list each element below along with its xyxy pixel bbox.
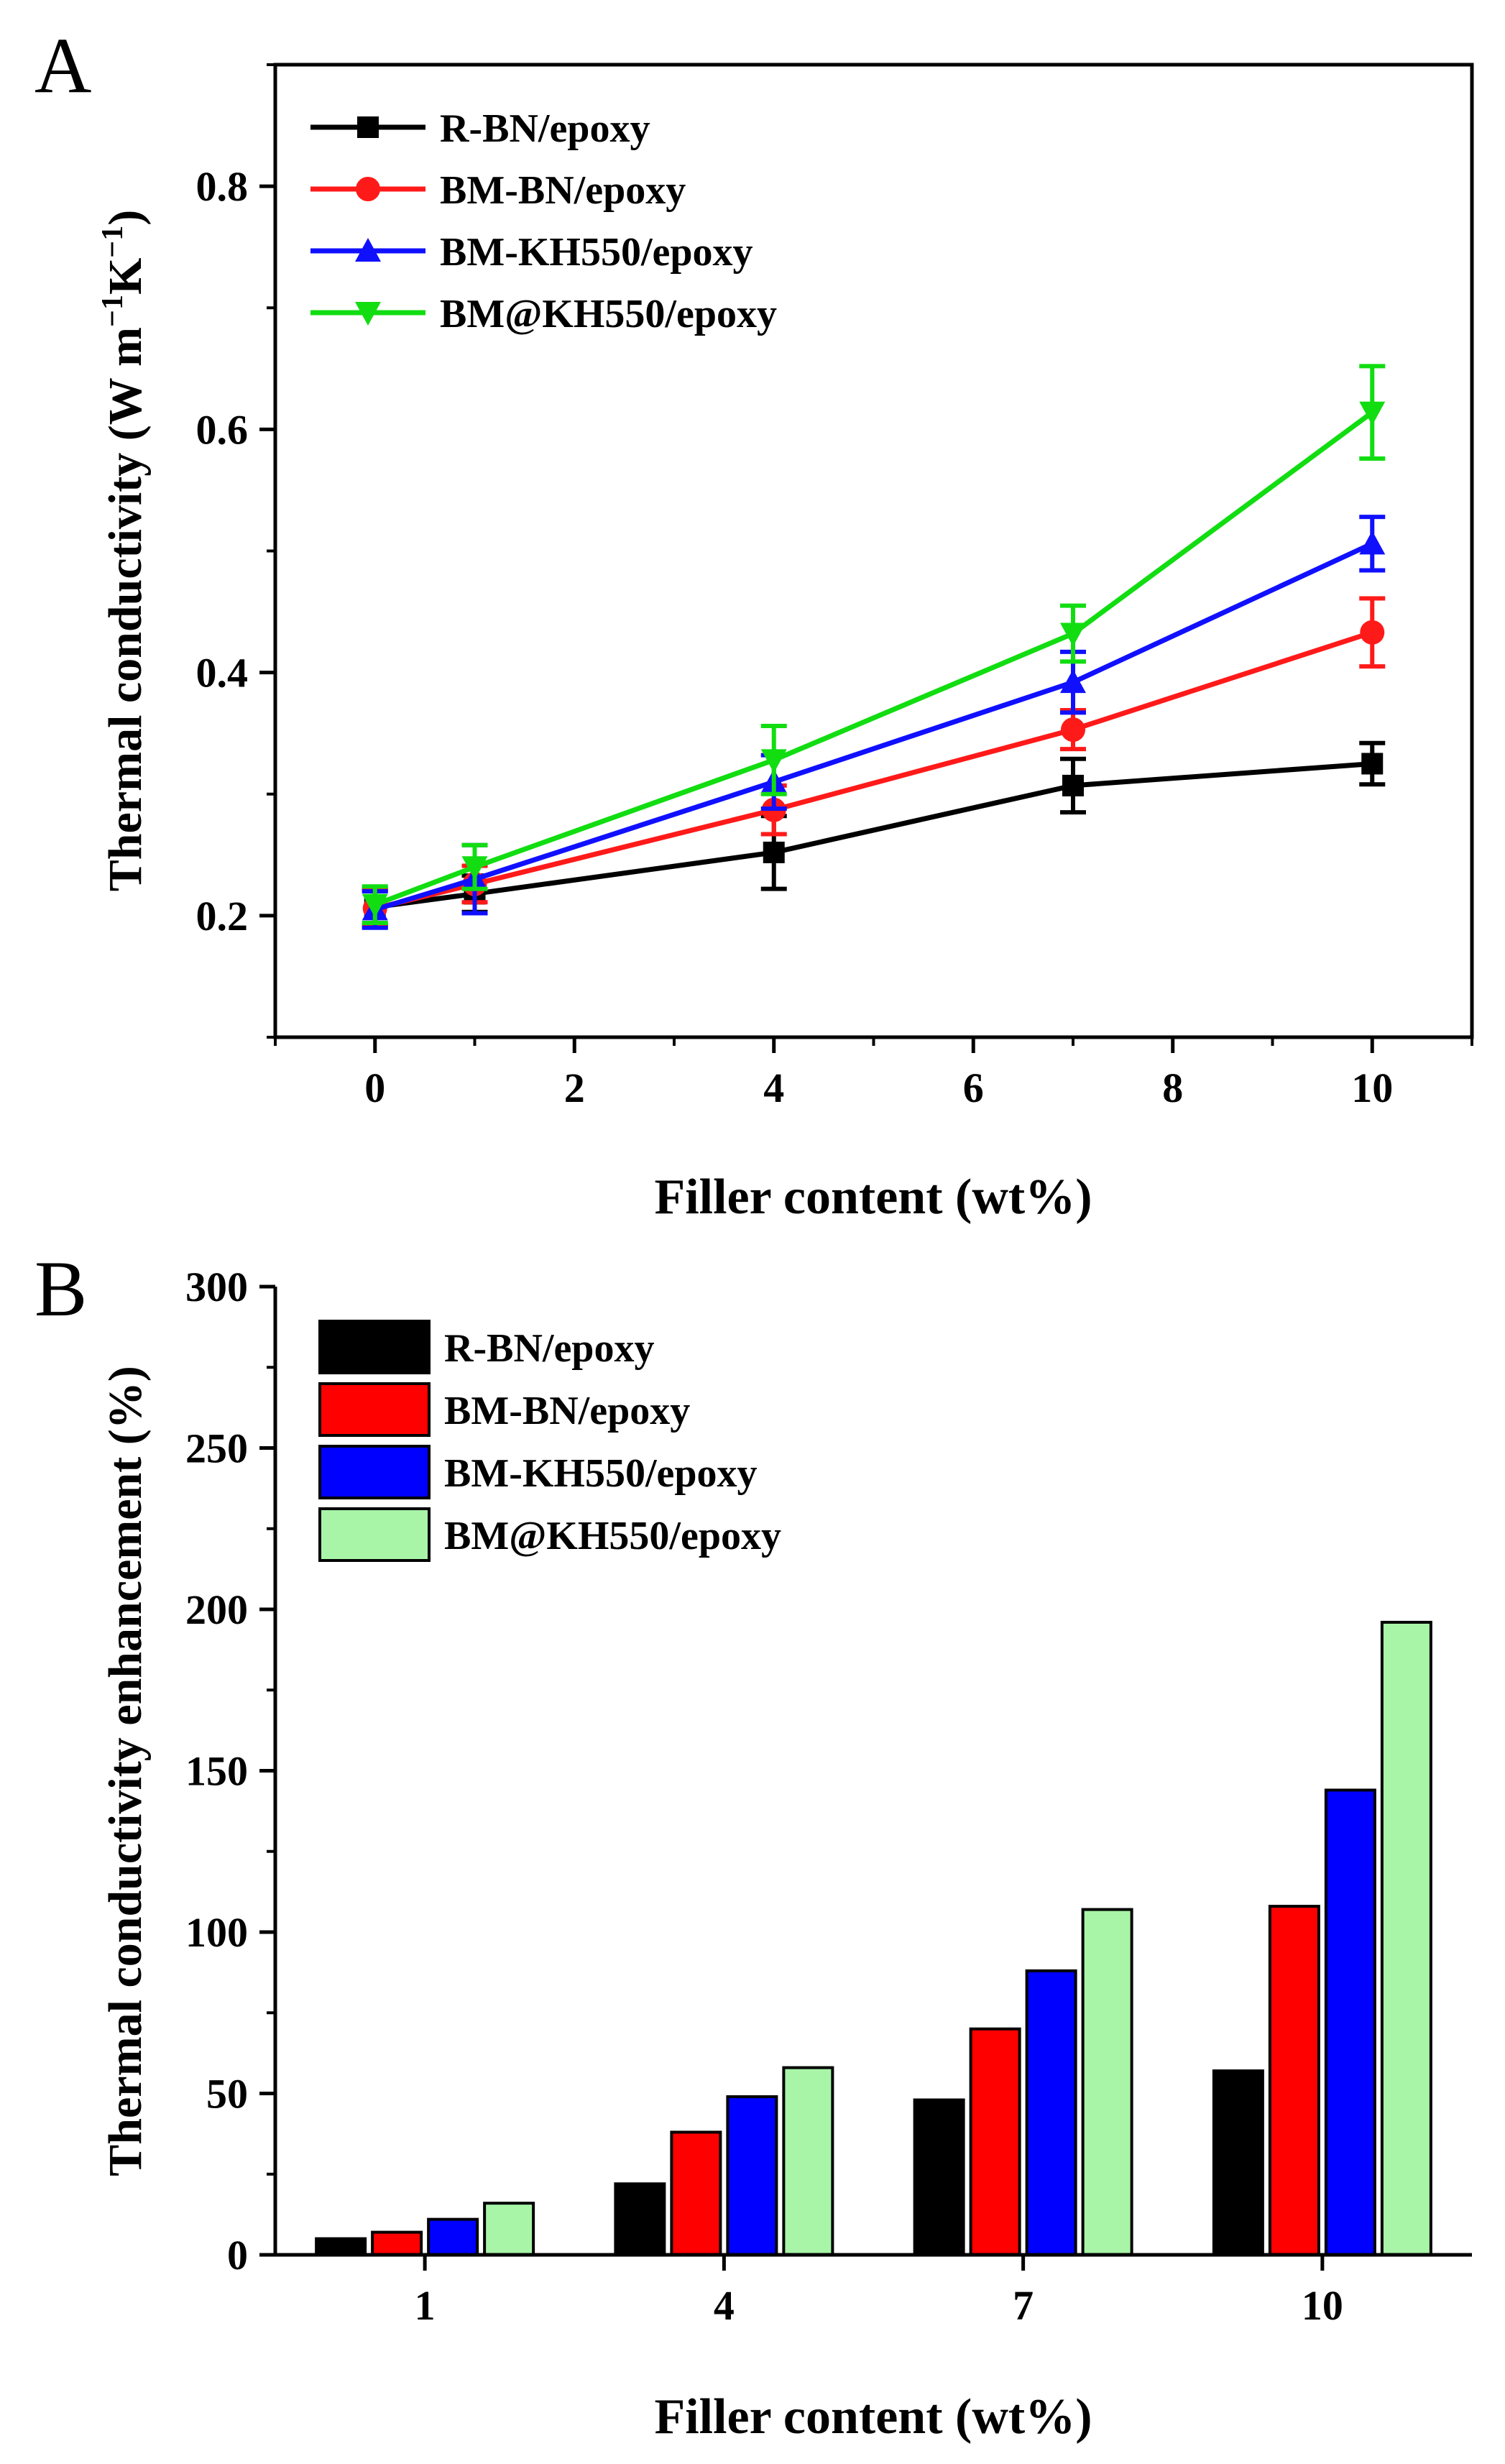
panel-b-bar [670,2130,722,2256]
panel-a-data-point [760,749,787,773]
panel-b-bar [1212,2069,1264,2257]
panel-a-data-point [1060,622,1086,647]
panel-b-y-tick-label: 150 [185,1748,248,1795]
panel-a-series-line [374,630,1373,911]
panel-a-y-tick-label: 0.4 [196,650,249,697]
panel-b-y-tick-label: 200 [185,1586,248,1633]
panel-a-data-point [461,856,488,881]
panel-b-letter: B [34,1245,87,1333]
panel-b-bar [371,2230,423,2257]
panel-a-series-0 [362,740,1386,928]
panel-b-bar [1324,1788,1376,2256]
panel-b-bar [1380,1620,1432,2256]
panel-b-y-tick-label: 100 [185,1909,248,1956]
panel-b-x-axis-title: Filler content (wt%) [654,2389,1092,2445]
panel-a-x-axis-title: Filler content (wt%) [654,1169,1092,1225]
panel-a-x-tick-label: 4 [763,1065,784,1111]
panel-a-data-point [1359,401,1386,426]
panel-b-bars [315,1620,1432,2257]
panel-a-letter: A [34,22,91,109]
panel-b-bar [483,2202,535,2256]
panel-a-legend-label: R-BN/epoxy [440,106,650,151]
panel-a-data-point [362,893,388,918]
panel-a-data-point [1061,717,1085,743]
panel-a-y-tick-label: 0.2 [196,893,249,939]
panel-b-legend: R-BN/epoxy BM-BN/epoxy BM-KH550/epoxy BM@KH… [318,1320,781,1562]
panel-b-y-tick-label: 50 [206,2071,248,2118]
panel-b-bar [427,2217,479,2257]
panel-a-data-point [1361,753,1384,775]
panel-b-x-tick-label: 10 [1302,2282,1343,2329]
panel-b-x-tick-label: 1 [415,2282,436,2329]
panel-b-bar [1268,1905,1320,2257]
panel-b-bar [782,2066,834,2257]
panel-b-legend-label: BM-KH550/epoxy [444,1451,758,1496]
panel-a-series-2 [362,515,1386,930]
panel-a-series-1 [362,596,1386,929]
panel-a-series-3 [362,364,1386,926]
panel-b-legend-label: BM@KH550/epoxy [444,1514,781,1558]
panel-a-x-tick-label: 0 [364,1065,385,1111]
panel-b-x-tick-label: 4 [714,2282,735,2329]
panel-b-bar [1081,1908,1133,2257]
panel-b-y-axis-title: Thermal conductivity enhancement (%) [99,1366,152,2176]
panel-a-x-tick-label: 8 [1162,1065,1183,1111]
panel-b-bar [726,2095,778,2256]
panel-a-legend-marker [356,177,380,201]
panel-a-legend-marker [355,302,381,326]
panel-b-bar [315,2237,367,2257]
panel-b-bar [969,2027,1021,2256]
panel-a-legend: R-BN/epoxy BM-BN/epoxy BM-KH550/epoxy BM@KH… [310,106,777,336]
panel-a-legend-marker [355,238,381,262]
panel-a-data-point [1360,620,1385,645]
panel-a-legend-label: BM-KH550/epoxy [440,230,753,275]
panel-b-legend-label: BM-BN/epoxy [444,1389,690,1433]
panel-b-y-tick-label: 300 [185,1264,248,1310]
panel-b-bar [1025,1969,1077,2256]
panel-a-data-point [763,841,785,863]
panel-b-x-tick-label: 7 [1013,2282,1034,2329]
panel-a-legend-label: BM-BN/epoxy [440,168,686,213]
panel-a-y-axis-title: Thermal conductivity (W m−1K−1) [96,210,152,891]
panel-a-line-chart: A 0 2 4 6 8 10 0.2 0.4 0.6 0.8 R-BN/epoxy BM-BN/ep… [34,22,1474,1225]
panel-b-legend-swatch [318,1320,431,1374]
panel-b-y-tick-label: 0 [227,2232,248,2279]
panel-a-series-line [374,541,1373,912]
panel-b-bar [614,2182,666,2256]
panel-b-legend-swatch [318,1445,431,1499]
panel-a-x-tick-label: 10 [1351,1065,1393,1111]
panel-a-legend-label: BM@KH550/epoxy [440,292,777,336]
panel-b-legend-swatch [318,1382,431,1437]
panel-b-y-tick-label: 250 [185,1425,248,1472]
panel-a-data-point [1062,774,1084,796]
panel-a-x-tick-label: 6 [963,1065,984,1111]
panel-a-ticks: 0 2 4 6 8 10 0.2 0.4 0.6 0.8 [196,63,1473,1111]
panel-a-y-tick-label: 0.6 [196,406,249,453]
panel-a-y-tick-label: 0.8 [196,163,249,210]
panel-a-data-point [1359,530,1386,555]
panel-a-series [362,364,1386,930]
panel-a-legend-marker [357,116,379,138]
panel-a-x-tick-label: 2 [564,1065,585,1111]
panel-b-legend-label: R-BN/epoxy [444,1326,654,1371]
panel-a-data-point [1060,669,1086,694]
panel-b-legend-swatch [318,1507,431,1562]
panel-b-bar [913,2098,965,2256]
